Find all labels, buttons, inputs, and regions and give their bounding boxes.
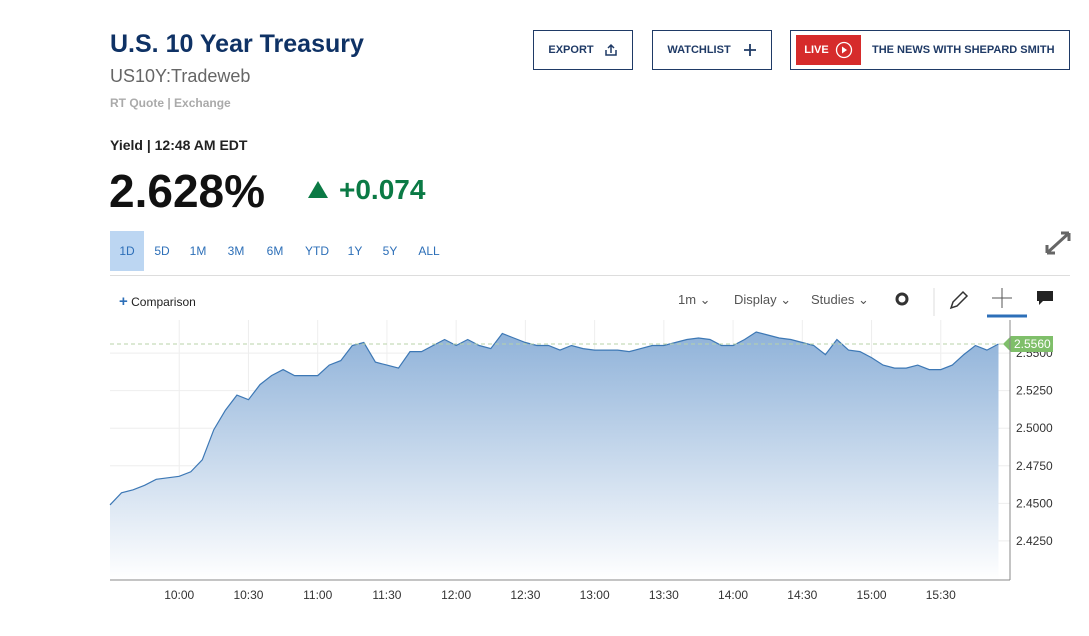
x-tick-label: 15:00 bbox=[857, 588, 887, 602]
display-label: Display bbox=[734, 292, 777, 307]
plus-icon bbox=[743, 44, 756, 56]
studies-menu[interactable]: Studies ⌄ bbox=[811, 292, 869, 307]
x-tick-label: 10:30 bbox=[233, 588, 263, 602]
interval-label: 1m bbox=[678, 292, 697, 307]
range-tab[interactable]: ALL bbox=[418, 244, 440, 258]
crosshair-icon[interactable] bbox=[992, 288, 1012, 308]
range-tab[interactable]: 1D bbox=[110, 231, 144, 271]
comparison-button[interactable]: + Comparison bbox=[119, 293, 196, 310]
x-tick-label: 15:30 bbox=[926, 588, 956, 602]
settings-icon[interactable] bbox=[895, 292, 909, 306]
range-tab[interactable]: 5D bbox=[154, 244, 170, 258]
export-label: EXPORT bbox=[548, 44, 594, 56]
y-tick-label: 2.4500 bbox=[1016, 496, 1053, 510]
change: +0.074 bbox=[339, 174, 426, 205]
range-tab[interactable]: YTD bbox=[305, 244, 329, 258]
comment-icon[interactable] bbox=[1037, 291, 1053, 305]
draw-icon[interactable] bbox=[949, 290, 969, 310]
x-tick-label: 10:00 bbox=[164, 588, 194, 602]
live-button[interactable]: LIVE THE NEWS WITH SHEPARD SMITH bbox=[790, 30, 1070, 70]
live-badge: LIVE bbox=[796, 35, 861, 65]
symbol: US10Y:Tradeweb bbox=[110, 66, 251, 86]
area-fill bbox=[110, 332, 999, 580]
x-tick-label: 11:00 bbox=[303, 588, 332, 602]
x-tick-label: 14:00 bbox=[718, 588, 748, 602]
x-tick-label: 12:30 bbox=[510, 588, 540, 602]
watchlist-button[interactable]: WATCHLIST bbox=[652, 30, 772, 70]
studies-label: Studies bbox=[811, 292, 855, 307]
up-arrow bbox=[308, 181, 328, 198]
tool-icons bbox=[895, 288, 1053, 318]
expand-icon[interactable] bbox=[1044, 230, 1072, 256]
x-tick-label: 12:00 bbox=[441, 588, 471, 602]
display-menu[interactable]: Display ⌄ bbox=[734, 292, 792, 307]
watchlist-label: WATCHLIST bbox=[667, 44, 731, 56]
show-label: THE NEWS WITH SHEPARD SMITH bbox=[872, 44, 1055, 56]
price-line bbox=[109, 331, 999, 506]
play-icon bbox=[835, 41, 852, 59]
current-label: 2.5560 bbox=[1014, 337, 1051, 351]
x-tick-label: 11:30 bbox=[372, 588, 401, 602]
x-tick-label: 13:30 bbox=[649, 588, 679, 602]
y-tick-label: 2.5000 bbox=[1016, 421, 1053, 435]
comparison-label: Comparison bbox=[131, 295, 196, 309]
range-tab[interactable]: 6M bbox=[266, 244, 284, 258]
title: U.S. 10 Year Treasury bbox=[110, 30, 364, 58]
current-badge bbox=[1003, 336, 1053, 353]
y-tick-label: 2.5250 bbox=[1016, 384, 1053, 398]
live-label: LIVE bbox=[804, 44, 829, 56]
source: RT Quote | Exchange bbox=[110, 96, 231, 110]
y-tick-label: 2.4250 bbox=[1016, 534, 1053, 548]
divider bbox=[110, 275, 1070, 276]
quote-label: Yield | 12:48 AM EDT bbox=[110, 137, 248, 153]
export-button[interactable]: EXPORT bbox=[533, 30, 633, 70]
range-tab[interactable]: 1Y bbox=[347, 244, 363, 258]
range-tab[interactable]: 3M bbox=[227, 244, 245, 258]
range-tab[interactable]: 1M bbox=[189, 244, 207, 258]
interval-menu[interactable]: 1m ⌄ bbox=[678, 292, 711, 307]
y-tick-label: 2.4750 bbox=[1016, 459, 1053, 473]
price: 2.628% bbox=[109, 165, 266, 217]
export-icon bbox=[604, 43, 617, 56]
range-tab[interactable]: 5Y bbox=[382, 244, 398, 258]
x-tick-label: 13:00 bbox=[580, 588, 610, 602]
x-tick-label: 14:30 bbox=[787, 588, 817, 602]
